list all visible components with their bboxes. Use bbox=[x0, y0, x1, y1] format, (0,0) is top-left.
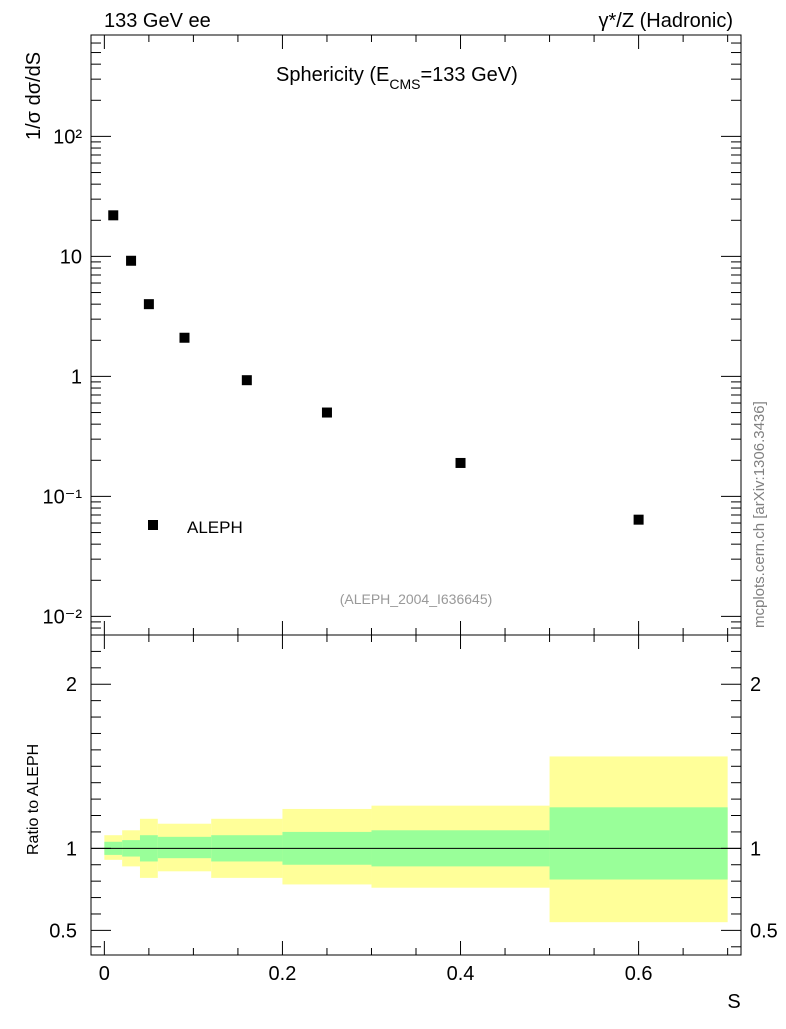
data-point bbox=[143, 299, 154, 310]
main-y-tick-label: 1 bbox=[71, 366, 82, 388]
x-tick-label: 0 bbox=[99, 963, 110, 985]
header-right: γ*/Z (Hadronic) bbox=[599, 10, 733, 32]
ratio-y-tick-label: 0.5 bbox=[49, 920, 77, 942]
main-y-tick-label: 10 bbox=[60, 246, 82, 268]
data-point bbox=[108, 210, 119, 221]
ratio-y-tick-label: 2 bbox=[66, 674, 77, 696]
main-y-tick-label: 10⁻¹ bbox=[43, 486, 83, 508]
ratio-plot-content: 0 0.2 0.4 0.6 0.5 0.5 1 1 2 2 bbox=[49, 635, 778, 985]
legend-label: ALEPH bbox=[187, 518, 243, 537]
header-left: 133 GeV ee bbox=[104, 10, 211, 32]
data-point bbox=[633, 514, 644, 525]
x-axis-label: S bbox=[727, 991, 740, 1013]
data-point bbox=[321, 407, 332, 418]
data-point bbox=[241, 375, 252, 386]
x-tick-label: 0.4 bbox=[447, 963, 475, 985]
ratio-inner-band-3 bbox=[157, 836, 212, 859]
main-title: Sphericity (ECMS=133 GeV) bbox=[276, 64, 518, 92]
ratio-y-tick-label: 1 bbox=[66, 838, 77, 860]
ratio-y-tick-label-right: 2 bbox=[750, 674, 761, 696]
watermark: mcplots.cern.ch [arXiv:1306.3436] bbox=[751, 401, 768, 628]
ratio-inner-band-7 bbox=[549, 807, 728, 880]
ratio-y-tick-label-right: 0.5 bbox=[750, 920, 778, 942]
ratio-ylabel: Ratio to ALEPH bbox=[25, 744, 42, 855]
ratio-y-tick-label-right: 1 bbox=[750, 838, 761, 860]
data-point bbox=[179, 332, 190, 343]
main-y-tick-label: 10⁻² bbox=[43, 606, 83, 628]
main-ylabel: 1/σ dσ/dS bbox=[23, 52, 45, 140]
x-tick-label: 0.2 bbox=[269, 963, 297, 985]
main-y-tick-label: 10² bbox=[53, 126, 82, 148]
data-point bbox=[455, 457, 466, 468]
analysis-label: (ALEPH_2004_I636645) bbox=[340, 591, 493, 607]
main-plot-content: 10⁻² 10⁻¹ 1 10 10² bbox=[43, 34, 741, 636]
data-point bbox=[126, 255, 137, 266]
x-tick-label: 0.6 bbox=[625, 963, 653, 985]
legend-marker bbox=[148, 520, 158, 530]
